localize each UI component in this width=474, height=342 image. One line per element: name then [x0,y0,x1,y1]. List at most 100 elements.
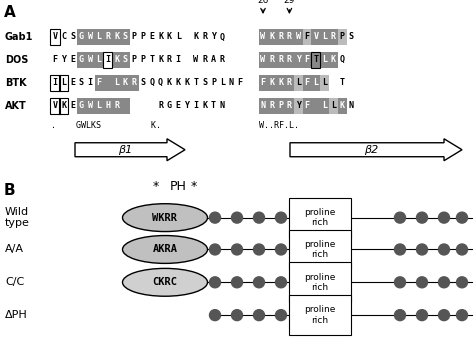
Bar [259,75,267,91]
Bar [259,98,267,114]
Text: Q: Q [220,32,225,41]
Text: N: N [261,101,265,110]
Text: W: W [88,101,93,110]
Text: F: F [304,55,310,64]
Circle shape [456,310,467,320]
Text: F: F [53,55,57,64]
Bar [285,75,294,91]
Text: BTK: BTK [5,78,27,88]
Text: I: I [88,78,93,87]
Text: P: P [140,55,146,64]
Bar [112,75,121,91]
Text: A: A [4,5,16,20]
Text: Y: Y [211,32,216,41]
Text: I: I [105,55,110,64]
Text: L: L [176,32,181,41]
Text: W..RF.L.: W..RF.L. [259,121,299,130]
Text: L: L [61,78,66,87]
Text: K: K [61,101,66,110]
Bar [86,52,94,68]
Bar [259,52,267,68]
Circle shape [417,212,428,223]
Text: C/C: C/C [5,277,24,287]
Circle shape [438,244,449,255]
Text: F: F [304,78,310,87]
Text: T: T [149,55,155,64]
Text: R: R [202,32,207,41]
Text: W: W [88,32,93,41]
Bar [77,98,86,114]
Text: T: T [211,101,216,110]
Text: R: R [278,55,283,64]
Text: R: R [105,32,110,41]
Text: R: R [287,101,292,110]
Circle shape [417,277,428,288]
Text: K: K [184,78,190,87]
Bar [294,98,302,114]
Text: K: K [331,55,336,64]
Circle shape [394,310,405,320]
Text: H: H [105,101,110,110]
Bar [289,295,351,335]
Bar [86,98,94,114]
Text: F: F [97,78,101,87]
Text: R: R [278,32,283,41]
Text: S: S [123,55,128,64]
Text: proline
rich: proline rich [304,208,336,227]
Text: W: W [193,55,198,64]
Bar [276,29,285,45]
Text: Wild
type: Wild type [5,207,30,228]
Bar [121,29,130,45]
Text: E: E [149,32,155,41]
Bar [320,29,329,45]
Bar [311,98,320,114]
Text: S: S [202,78,207,87]
Text: W: W [88,55,93,64]
Ellipse shape [122,204,208,232]
Text: L: L [322,78,327,87]
Bar [95,29,103,45]
Bar [112,52,121,68]
Bar [59,97,68,114]
Text: E: E [70,78,75,87]
Text: L: L [322,55,327,64]
Text: B: B [4,183,16,198]
Circle shape [254,310,264,320]
Circle shape [275,212,286,223]
Text: Q: Q [149,78,155,87]
Bar [285,29,294,45]
Circle shape [254,277,264,288]
Text: P: P [140,32,146,41]
Bar [86,29,94,45]
Bar [276,75,285,91]
Circle shape [438,277,449,288]
Text: L: L [322,101,327,110]
Text: R: R [287,32,292,41]
Text: T: T [193,78,198,87]
Text: V: V [53,101,57,110]
Circle shape [438,310,449,320]
Circle shape [210,212,220,223]
Text: K: K [340,101,345,110]
Text: L: L [114,78,119,87]
Text: L: L [322,32,327,41]
Text: S: S [123,32,128,41]
Bar [311,75,320,91]
Text: AKT: AKT [5,101,27,111]
Text: V: V [313,32,319,41]
Text: K: K [167,32,172,41]
Bar [121,98,130,114]
Text: Q: Q [158,78,163,87]
Text: WKRR: WKRR [153,213,177,223]
Circle shape [394,212,405,223]
Text: DOS: DOS [5,55,28,65]
Text: K: K [114,32,119,41]
Bar [311,52,320,68]
Bar [121,75,130,91]
Bar [329,52,337,68]
Text: CKRC: CKRC [153,277,177,287]
Text: P: P [340,32,345,41]
Circle shape [394,277,405,288]
Bar [285,98,294,114]
Text: C: C [61,32,66,41]
